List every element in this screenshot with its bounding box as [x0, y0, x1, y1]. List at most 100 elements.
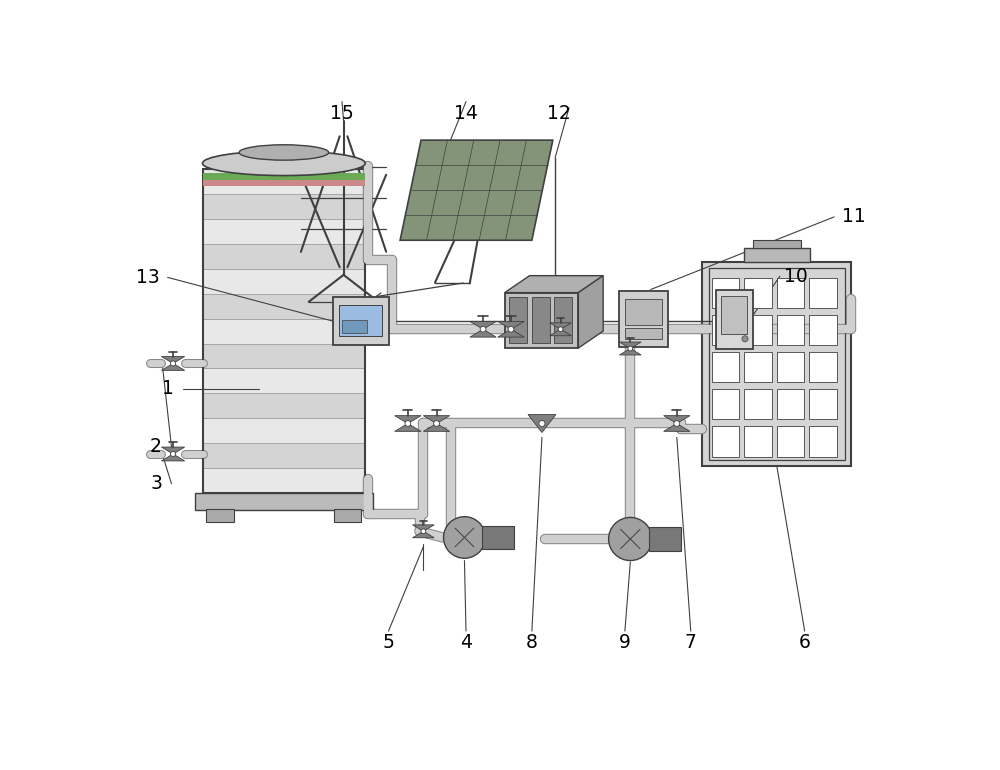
- Circle shape: [421, 529, 426, 534]
- Bar: [202, 173, 365, 181]
- Bar: [202, 269, 365, 294]
- Circle shape: [170, 361, 176, 366]
- Bar: [202, 169, 365, 194]
- Circle shape: [628, 346, 633, 351]
- Bar: [339, 305, 382, 336]
- Bar: [195, 493, 373, 510]
- Bar: [709, 268, 845, 460]
- Bar: [702, 262, 851, 466]
- Text: 4: 4: [460, 633, 472, 652]
- Polygon shape: [619, 342, 641, 349]
- Text: 5: 5: [383, 633, 394, 652]
- Polygon shape: [470, 330, 496, 337]
- Polygon shape: [550, 330, 571, 336]
- Text: 11: 11: [842, 207, 865, 226]
- Bar: [744, 426, 772, 457]
- Bar: [777, 426, 804, 457]
- Text: 10: 10: [784, 266, 807, 286]
- Polygon shape: [470, 321, 496, 330]
- Bar: [202, 244, 365, 269]
- Circle shape: [170, 451, 176, 457]
- Bar: [809, 278, 837, 308]
- Polygon shape: [498, 321, 524, 330]
- Text: 3: 3: [150, 474, 162, 494]
- Polygon shape: [161, 454, 185, 461]
- Polygon shape: [578, 276, 603, 348]
- Bar: [554, 297, 572, 343]
- Bar: [721, 296, 747, 334]
- Bar: [202, 468, 365, 493]
- Bar: [202, 319, 365, 343]
- Polygon shape: [413, 525, 434, 531]
- Bar: [619, 291, 668, 346]
- Text: 9: 9: [619, 633, 631, 652]
- Bar: [202, 368, 365, 393]
- Bar: [509, 297, 527, 343]
- Bar: [777, 315, 804, 345]
- Bar: [809, 352, 837, 383]
- Ellipse shape: [202, 151, 365, 176]
- Circle shape: [539, 420, 545, 427]
- Bar: [809, 426, 837, 457]
- Bar: [712, 426, 739, 457]
- Bar: [625, 328, 662, 339]
- Bar: [712, 278, 739, 308]
- Bar: [202, 418, 365, 443]
- Text: 2: 2: [150, 437, 162, 457]
- Circle shape: [674, 420, 680, 427]
- Circle shape: [742, 336, 748, 342]
- Bar: [625, 299, 662, 325]
- Bar: [342, 320, 367, 333]
- Bar: [744, 248, 810, 262]
- Polygon shape: [550, 323, 571, 330]
- Bar: [809, 315, 837, 345]
- Text: 8: 8: [526, 633, 538, 652]
- Text: 14: 14: [454, 104, 478, 122]
- Polygon shape: [395, 416, 421, 424]
- Bar: [777, 352, 804, 383]
- Polygon shape: [498, 330, 524, 337]
- Bar: [744, 315, 772, 345]
- Polygon shape: [413, 531, 434, 537]
- Bar: [753, 240, 801, 248]
- Bar: [712, 389, 739, 420]
- Polygon shape: [161, 357, 185, 363]
- Bar: [744, 352, 772, 383]
- Polygon shape: [400, 140, 553, 240]
- Circle shape: [480, 326, 486, 332]
- Polygon shape: [395, 424, 421, 431]
- Bar: [202, 343, 365, 368]
- Polygon shape: [619, 349, 641, 355]
- Text: 1: 1: [162, 380, 174, 398]
- Circle shape: [444, 517, 485, 558]
- Bar: [649, 527, 681, 551]
- Text: 13: 13: [136, 268, 160, 287]
- Bar: [716, 290, 753, 349]
- Bar: [202, 194, 365, 219]
- Text: 7: 7: [685, 633, 697, 652]
- Polygon shape: [161, 447, 185, 454]
- Polygon shape: [423, 424, 450, 431]
- Circle shape: [434, 420, 439, 427]
- Bar: [744, 389, 772, 420]
- Bar: [202, 443, 365, 468]
- Bar: [202, 294, 365, 319]
- Bar: [206, 509, 234, 522]
- Polygon shape: [505, 276, 603, 293]
- Bar: [202, 169, 365, 493]
- Circle shape: [405, 420, 411, 427]
- Bar: [777, 278, 804, 308]
- Circle shape: [558, 327, 563, 332]
- Bar: [809, 389, 837, 420]
- Text: 15: 15: [330, 104, 354, 122]
- Polygon shape: [161, 363, 185, 370]
- Bar: [505, 293, 578, 348]
- Bar: [712, 315, 739, 345]
- Bar: [202, 393, 365, 418]
- Bar: [712, 352, 739, 383]
- Bar: [202, 180, 365, 186]
- Circle shape: [609, 517, 652, 561]
- Polygon shape: [664, 416, 690, 424]
- Bar: [777, 389, 804, 420]
- Text: 6: 6: [799, 633, 811, 652]
